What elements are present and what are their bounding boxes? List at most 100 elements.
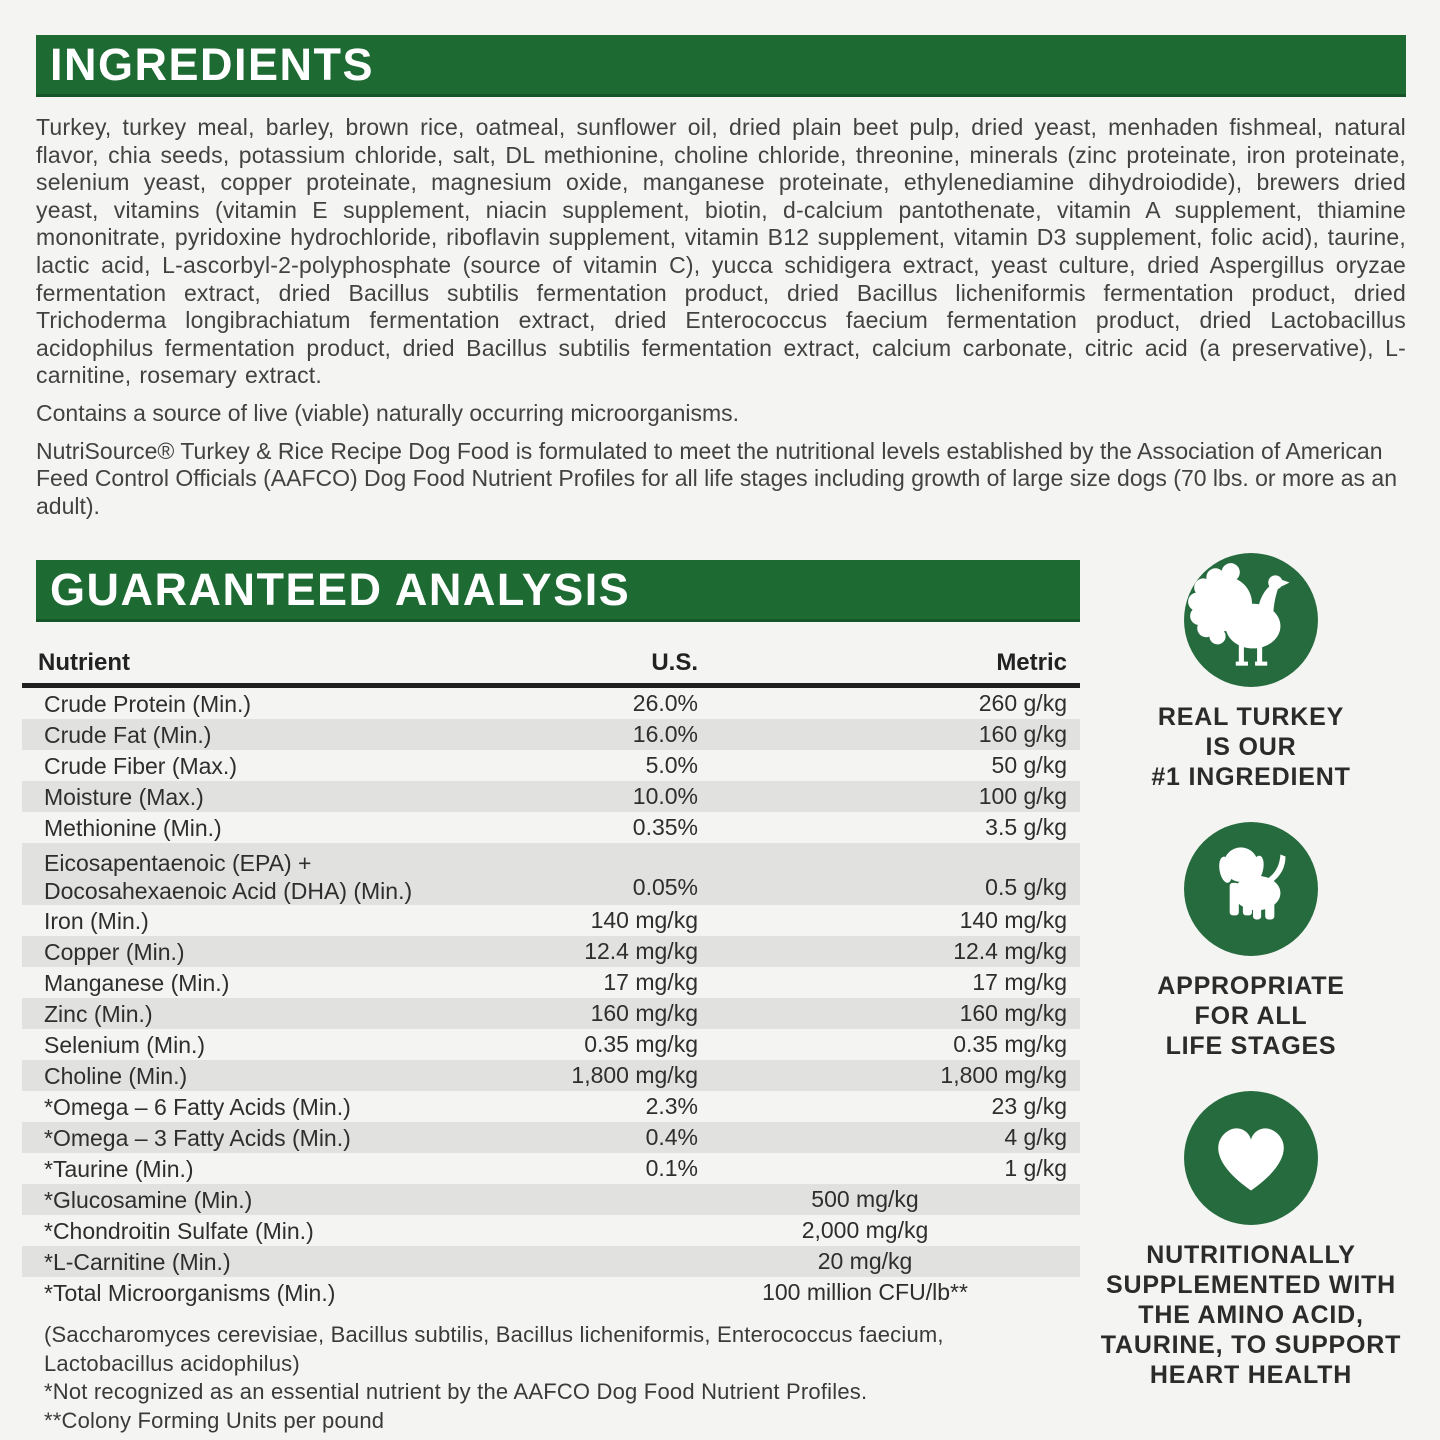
ingredients-title: INGREDIENTS xyxy=(50,38,375,90)
nutrient-cell: Moisture (Max.) xyxy=(44,783,204,810)
table-row: Methionine (Min.) 0.35% 3.5 g/kg xyxy=(22,812,1080,843)
aafco-footnote: *Not recognized as an essential nutrient… xyxy=(44,1379,868,1404)
nutrient-cell: Manganese (Min.) xyxy=(44,969,230,996)
microorganism-species-note: (Saccharomyces cerevisiae, Bacillus subt… xyxy=(44,1322,944,1376)
table-row: Eicosapentaenoic (EPA) + Docosahexaenoic… xyxy=(22,843,1080,905)
table-row: Zinc (Min.) 160 mg/kg 160 mg/kg xyxy=(22,998,1080,1029)
us-value-cell: 2.3% xyxy=(645,1093,698,1119)
nutrient-cell: Zinc (Min.) xyxy=(44,1000,153,1027)
table-row: Iron (Min.) 140 mg/kg 140 mg/kg xyxy=(22,905,1080,936)
column-header-metric: Metric xyxy=(996,649,1067,676)
metric-value-cell: 1 g/kg xyxy=(1004,1155,1067,1181)
heart-health-badge: NUTRITIONALLY SUPPLEMENTED WITH THE AMIN… xyxy=(1101,1089,1401,1390)
table-row: *L-Carnitine (Min.) 20 mg/kg xyxy=(22,1246,1080,1277)
table-row: Moisture (Max.) 10.0% 100 g/kg xyxy=(22,781,1080,812)
metric-value-cell: 4 g/kg xyxy=(1004,1124,1067,1150)
nutrient-cell: Crude Fat (Min.) xyxy=(44,721,212,748)
column-header-nutrient: Nutrient xyxy=(38,649,130,676)
nutrient-cell: Crude Fiber (Max.) xyxy=(44,752,237,779)
aafco-statement: NutriSource® Turkey & Rice Recipe Dog Fo… xyxy=(36,437,1398,519)
nutrient-cell: Copper (Min.) xyxy=(44,938,185,965)
merged-value-cell: 500 mg/kg xyxy=(811,1186,919,1212)
us-value-cell: 140 mg/kg xyxy=(590,907,698,933)
table-row: Crude Protein (Min.) 26.0% 260 g/kg xyxy=(22,688,1080,719)
analysis-table: Nutrient U.S. Metric Crude Protein (Min.… xyxy=(22,649,1080,1308)
us-value-cell: 0.4% xyxy=(645,1124,698,1150)
nutrient-cell: *L-Carnitine (Min.) xyxy=(44,1248,231,1275)
nutrient-cell: Methionine (Min.) xyxy=(44,814,222,841)
metric-value-cell: 0.5 g/kg xyxy=(985,874,1067,900)
life-stages-badge: APPROPRIATE FOR ALL LIFE STAGES xyxy=(1157,820,1345,1061)
merged-value-cell: 2,000 mg/kg xyxy=(801,1217,929,1243)
table-row: Manganese (Min.) 17 mg/kg 17 mg/kg xyxy=(22,967,1080,998)
metric-value-cell: 140 mg/kg xyxy=(959,907,1067,933)
guaranteed-analysis-section: GUARANTEED ANALYSIS Nutrient U.S. Metric… xyxy=(22,560,1080,1435)
nutrient-cell: *Chondroitin Sulfate (Min.) xyxy=(44,1217,314,1244)
table-row: Crude Fiber (Max.) 5.0% 50 g/kg xyxy=(22,750,1080,781)
merged-value-cell: 20 mg/kg xyxy=(817,1248,913,1274)
badge-column: REAL TURKEY IS OUR #1 INGREDIENT APPROPR… xyxy=(1092,551,1410,1418)
heart-health-label: NUTRITIONALLY SUPPLEMENTED WITH THE AMIN… xyxy=(1100,1241,1402,1389)
us-value-cell: 1,800 mg/kg xyxy=(571,1062,698,1088)
table-row: *Taurine (Min.) 0.1% 1 g/kg xyxy=(22,1153,1080,1184)
us-value-cell: 12.4 mg/kg xyxy=(584,938,698,964)
us-value-cell: 160 mg/kg xyxy=(590,1000,698,1026)
nutrient-cell: *Glucosamine (Min.) xyxy=(44,1186,253,1213)
nutrient-cell: *Total Microorganisms (Min.) xyxy=(44,1279,336,1306)
metric-value-cell: 3.5 g/kg xyxy=(985,814,1067,840)
turkey-icon xyxy=(1184,553,1318,687)
us-value-cell: 0.1% xyxy=(645,1155,698,1181)
us-value-cell: 16.0% xyxy=(632,721,698,747)
metric-value-cell: 0.35 mg/kg xyxy=(953,1031,1067,1057)
real-turkey-label: REAL TURKEY IS OUR #1 INGREDIENT xyxy=(1151,703,1351,791)
metric-value-cell: 12.4 mg/kg xyxy=(953,938,1067,964)
ingredients-list-text: Turkey, turkey meal, barley, brown rice,… xyxy=(36,114,1406,389)
analysis-table-body: Crude Protein (Min.) 26.0% 260 g/kg Crude F… xyxy=(22,688,1080,1308)
metric-value-cell: 50 g/kg xyxy=(991,752,1067,778)
us-value-cell: 0.05% xyxy=(632,874,698,900)
analysis-header-bar: GUARANTEED ANALYSIS xyxy=(36,560,1080,622)
nutrient-cell: Eicosapentaenoic (EPA) + Docosahexaenoic… xyxy=(44,850,413,904)
heart-icon xyxy=(1184,1091,1318,1225)
metric-value-cell: 1,800 mg/kg xyxy=(940,1062,1067,1088)
metric-value-cell: 23 g/kg xyxy=(991,1093,1067,1119)
table-row: Copper (Min.) 12.4 mg/kg 12.4 mg/kg xyxy=(22,936,1080,967)
metric-value-cell: 160 g/kg xyxy=(978,721,1067,747)
ingredients-header-bar: INGREDIENTS xyxy=(36,35,1406,97)
cfu-footnote: **Colony Forming Units per pound xyxy=(44,1407,385,1433)
nutrient-cell: Choline (Min.) xyxy=(44,1062,188,1089)
nutrient-cell: Crude Protein (Min.) xyxy=(44,690,252,717)
analysis-title: GUARANTEED ANALYSIS xyxy=(50,563,631,615)
us-value-cell: 0.35% xyxy=(632,814,698,840)
us-value-cell: 10.0% xyxy=(632,783,698,809)
us-value-cell: 5.0% xyxy=(645,752,698,778)
table-row: *Total Microorganisms (Min.) 100 million … xyxy=(22,1277,1080,1308)
us-value-cell: 17 mg/kg xyxy=(603,969,698,995)
nutrient-cell: *Omega – 6 Fatty Acids (Min.) xyxy=(44,1093,351,1120)
column-header-us: U.S. xyxy=(651,649,698,676)
life-stages-label: APPROPRIATE FOR ALL LIFE STAGES xyxy=(1157,972,1345,1060)
nutrient-cell: *Omega – 3 Fatty Acids (Min.) xyxy=(44,1124,351,1151)
table-row: Selenium (Min.) 0.35 mg/kg 0.35 mg/kg xyxy=(22,1029,1080,1060)
table-row: Choline (Min.) 1,800 mg/kg 1,800 mg/kg xyxy=(22,1060,1080,1091)
merged-value-cell: 100 million CFU/lb** xyxy=(762,1279,968,1305)
metric-value-cell: 100 g/kg xyxy=(978,783,1067,809)
table-row: *Chondroitin Sulfate (Min.) 2,000 mg/kg xyxy=(22,1215,1080,1246)
metric-value-cell: 17 mg/kg xyxy=(972,969,1067,995)
nutrient-cell: Iron (Min.) xyxy=(44,907,149,934)
ingredients-section: INGREDIENTS Turkey, turkey meal, barley,… xyxy=(36,35,1406,520)
table-row: *Glucosamine (Min.) 500 mg/kg xyxy=(22,1184,1080,1215)
metric-value-cell: 260 g/kg xyxy=(978,690,1067,716)
us-value-cell: 26.0% xyxy=(632,690,698,716)
us-value-cell: 0.35 mg/kg xyxy=(584,1031,698,1057)
metric-value-cell: 160 mg/kg xyxy=(959,1000,1067,1026)
dog-icon xyxy=(1184,822,1318,956)
real-turkey-badge: REAL TURKEY IS OUR #1 INGREDIENT xyxy=(1151,551,1350,792)
table-header-row: Nutrient U.S. Metric xyxy=(22,649,1080,688)
table-row: *Omega – 3 Fatty Acids (Min.) 0.4% 4 g/kg xyxy=(22,1122,1080,1153)
table-row: Crude Fat (Min.) 16.0% 160 g/kg xyxy=(22,719,1080,750)
table-row: *Omega – 6 Fatty Acids (Min.) 2.3% 23 g/kg xyxy=(22,1091,1080,1122)
nutrient-cell: *Taurine (Min.) xyxy=(44,1155,194,1182)
nutrient-cell: Selenium (Min.) xyxy=(44,1031,206,1058)
analysis-footnotes: (Saccharomyces cerevisiae, Bacillus subt… xyxy=(44,1321,1054,1435)
